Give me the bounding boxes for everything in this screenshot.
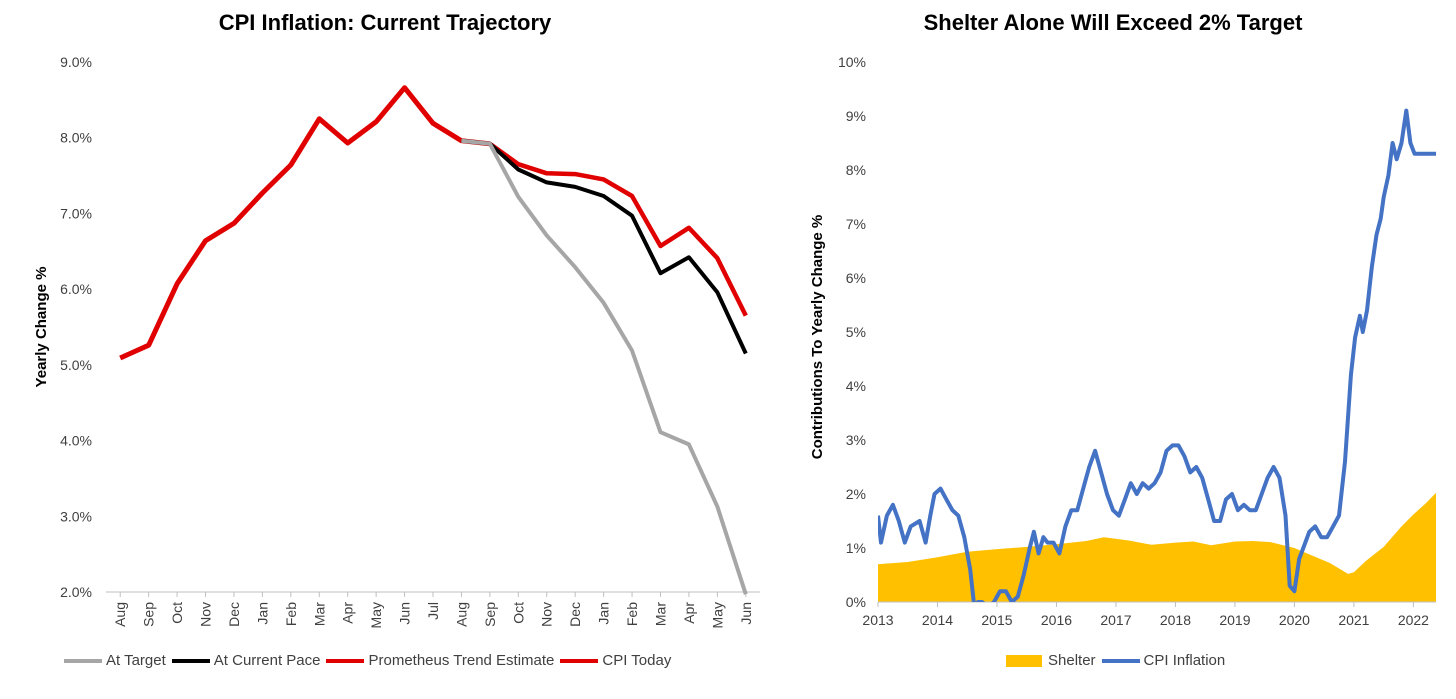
y-tick-label: 10% — [838, 54, 866, 70]
x-tick-label: 2022 — [1398, 612, 1429, 628]
x-tick-label: Aug — [112, 602, 128, 627]
x-tick-label: Oct — [169, 602, 185, 624]
legend-swatch — [326, 658, 365, 663]
legend-label: Shelter — [1048, 652, 1096, 669]
y-tick-label: 3% — [846, 432, 866, 448]
legend-swatch — [171, 658, 210, 663]
legend-item: Shelter — [1006, 652, 1096, 669]
y-tick-label: 4.0% — [60, 433, 92, 449]
series-line — [119, 85, 491, 361]
x-tick-label: Nov — [198, 602, 214, 627]
y-tick-label: 1% — [846, 540, 866, 556]
y-axis-label: Contributions To Yearly Change % — [809, 215, 826, 459]
legend-label: Prometheus Trend Estimate — [368, 652, 555, 669]
x-tick-label: Sep — [141, 602, 157, 627]
legend-label: At Current Pace — [213, 652, 321, 669]
legend-swatch — [560, 658, 599, 663]
x-tick-label: Dec — [567, 602, 583, 627]
legend-swatch — [1101, 658, 1140, 663]
x-tick-label: Jun — [397, 602, 413, 625]
legend: At Target At Current Pace Prometheus Trend… — [64, 652, 677, 669]
y-tick-label: 8% — [846, 162, 866, 178]
x-tick-label: Apr — [681, 602, 697, 624]
legend-label: CPI Inflation — [1143, 652, 1226, 669]
legend: Shelter CPI Inflation — [1006, 652, 1231, 669]
y-tick-label: 2% — [846, 486, 866, 502]
legend-item: CPI Inflation — [1101, 652, 1226, 669]
x-tick-label: Jan — [254, 602, 270, 625]
chart-title: CPI Inflation: Current Trajectory — [218, 10, 552, 35]
y-tick-label: 8.0% — [60, 130, 92, 146]
x-tick-label: Feb — [624, 602, 640, 626]
y-tick-label: 3.0% — [60, 508, 92, 524]
x-tick-label: Nov — [539, 602, 555, 627]
y-tick-label: 5% — [846, 324, 866, 340]
x-tick-label: May — [368, 602, 384, 628]
legend-label: At Target — [106, 652, 166, 669]
x-tick-label: Apr — [340, 602, 356, 624]
cpi-inflation-line — [878, 108, 1436, 602]
y-tick-label: 5.0% — [60, 357, 92, 373]
x-tick-label: 2020 — [1279, 612, 1310, 628]
x-tick-label: 2017 — [1100, 612, 1131, 628]
shelter-area — [878, 492, 1436, 602]
x-tick-label: 2015 — [981, 612, 1012, 628]
legend-item: CPI Today — [560, 652, 671, 669]
x-tick-label: 2013 — [862, 612, 893, 628]
x-tick-label: Sep — [482, 602, 498, 627]
legend-item: Prometheus Trend Estimate — [326, 652, 554, 669]
x-tick-label: 2016 — [1041, 612, 1072, 628]
series-line — [461, 138, 748, 355]
x-tick-label: 2014 — [922, 612, 953, 628]
x-tick-label: Jun — [738, 602, 754, 625]
y-tick-label: 0% — [846, 594, 866, 610]
legend-label: CPI Today — [602, 652, 672, 669]
x-tick-label: Jan — [596, 602, 612, 625]
x-tick-label: 2019 — [1219, 612, 1250, 628]
y-tick-label: 7.0% — [60, 205, 92, 221]
y-tick-label: 7% — [846, 216, 866, 232]
shelter-panel: Shelter Alone Will Exceed 2% Target 0% 1%… — [770, 0, 1456, 699]
y-tick-label: 2.0% — [60, 584, 92, 600]
legend-swatch — [1006, 654, 1042, 667]
shelter-chart: 0% 1% 2% 3% 4% 5% 6% 7% 8% 9% 10% 2013 2014 2015 2016 2… — [809, 54, 1436, 628]
x-tick-label: Feb — [283, 602, 299, 626]
series-line — [461, 138, 748, 317]
x-tick-label: Oct — [510, 602, 526, 624]
y-tick-label: 9.0% — [60, 54, 92, 70]
chart-title: Shelter Alone Will Exceed 2% Target — [923, 10, 1303, 35]
x-tick-label: Mar — [311, 602, 327, 626]
x-tick-label: 2018 — [1160, 612, 1191, 628]
y-axis-label: Yearly Change % — [33, 267, 50, 388]
x-tick-label: Jul — [425, 602, 441, 620]
legend-item: At Current Pace — [171, 652, 321, 669]
legend-swatch — [64, 658, 102, 663]
x-tick-label: 2021 — [1338, 612, 1369, 628]
y-tick-label: 4% — [846, 378, 866, 394]
y-tick-label: 6.0% — [60, 281, 92, 297]
cpi-trajectory-panel: CPI Inflation: Current Trajectory 2.0% 3.… — [33, 10, 760, 669]
y-tick-label: 6% — [846, 270, 866, 286]
y-tick-label: 9% — [846, 108, 866, 124]
legend-item: At Target — [64, 652, 166, 669]
x-tick-label: Aug — [453, 602, 469, 627]
cpi-trajectory-chart: 2.0% 3.0% 4.0% 5.0% 6.0% 7.0% 8.0% 9.0% Aug Sep Oc… — [33, 54, 760, 628]
x-tick-label: Dec — [226, 602, 242, 627]
series-line — [461, 138, 748, 595]
x-tick-label: May — [709, 602, 725, 628]
x-tick-label: Mar — [652, 602, 668, 626]
